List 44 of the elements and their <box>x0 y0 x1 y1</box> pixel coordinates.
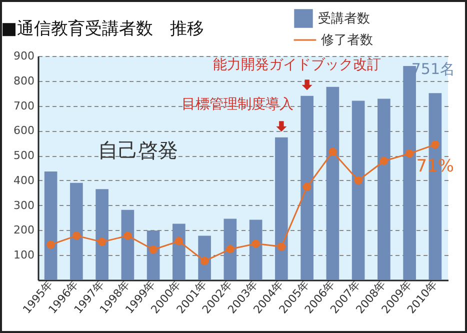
point <box>226 244 234 254</box>
point <box>149 245 158 254</box>
y-tick-label: 600 <box>14 124 34 138</box>
bar <box>121 210 134 280</box>
y-tick-label: 700 <box>14 99 34 112</box>
bar <box>44 171 58 280</box>
bar <box>378 98 390 280</box>
chart-title: ■通信教育受講者数 推移 <box>1 19 204 39</box>
point <box>328 148 337 156</box>
point <box>46 240 55 249</box>
y-tick-label: 400 <box>14 174 34 187</box>
point <box>380 156 388 166</box>
point <box>98 238 106 246</box>
y-tick-label: 800 <box>14 74 34 88</box>
bar <box>96 189 108 280</box>
point <box>174 237 184 246</box>
legend-label: 修了者数 <box>321 33 373 48</box>
legend-label: 受講者数 <box>318 12 370 26</box>
y-tick-label: 100 <box>14 248 34 262</box>
point <box>72 232 81 240</box>
bar <box>70 182 83 280</box>
y-tick-label: 200 <box>14 224 34 237</box>
annotation: 自己啓発 <box>98 138 178 162</box>
point <box>200 256 209 266</box>
point <box>124 232 132 240</box>
bar <box>352 100 365 280</box>
point <box>431 140 440 149</box>
point <box>405 149 414 158</box>
y-tick-label: 500 <box>14 149 34 162</box>
annotation: 能力開発ガイドブック改訂 <box>213 56 382 73</box>
bar <box>326 86 340 280</box>
point <box>277 242 286 251</box>
annotation: 目標管理制度導入 <box>181 96 294 112</box>
bar <box>249 220 262 280</box>
bar <box>224 218 237 280</box>
y-tick-label: 900 <box>14 50 34 62</box>
y-tick-label: 300 <box>14 198 34 212</box>
point <box>302 182 312 192</box>
point <box>354 176 362 185</box>
bar <box>275 137 288 280</box>
bar <box>300 96 314 280</box>
bar <box>172 224 186 280</box>
annotation: 71% <box>416 156 454 177</box>
point <box>252 240 260 248</box>
